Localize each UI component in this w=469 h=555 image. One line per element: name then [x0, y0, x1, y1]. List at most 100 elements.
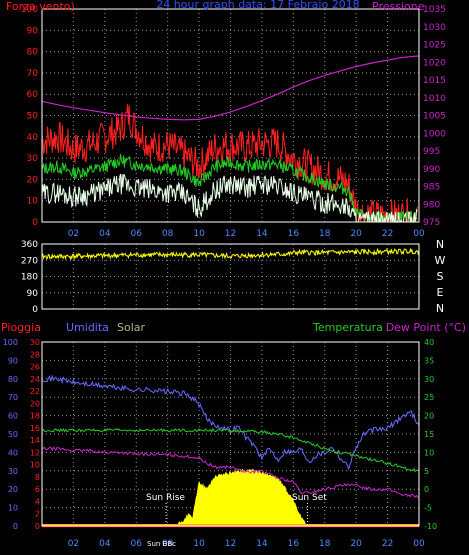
hour-tick-label: 12 — [225, 229, 236, 239]
wind-tick-label: 70 — [27, 69, 39, 79]
wind-tick-label: 80 — [27, 48, 39, 58]
wind-tick-label: 0 — [32, 218, 38, 228]
pressure-tick-label: 1020 — [423, 58, 446, 68]
pressure-tick-label: 985 — [423, 183, 440, 193]
hour-tick-label: 20 — [350, 229, 362, 239]
temperature-tick-label: 35 — [424, 356, 434, 365]
hour-tick-label: 00 — [413, 539, 425, 549]
humidity-tick-label: 90 — [8, 356, 18, 365]
temperature-tick-label: 15 — [424, 430, 434, 439]
wind-tick-label: 10 — [27, 197, 39, 207]
hour-tick-label: 04 — [99, 539, 111, 549]
temperature-tick-label: -10 — [424, 522, 437, 531]
temperature-tick-label: -5 — [424, 504, 432, 513]
solar-area — [166, 468, 308, 527]
hour-tick-label: 02 — [68, 229, 79, 239]
wind-tick-label: 90 — [27, 26, 39, 36]
humidity-tick-label: 80 — [8, 375, 18, 384]
direction-tick-label: 90 — [27, 289, 39, 299]
compass-point-label: N — [436, 238, 444, 251]
wind-average-line — [41, 153, 418, 224]
rain-tick-label: 20 — [30, 399, 40, 408]
pressure-tick-label: 1015 — [423, 76, 446, 86]
temperature-tick-label: 0 — [424, 485, 429, 494]
compass-point-label: N — [436, 302, 444, 315]
hour-tick-label: 08 — [162, 229, 174, 239]
pressure-tick-label: 1030 — [423, 23, 446, 33]
direction-tick-label: 180 — [21, 273, 38, 283]
hour-tick-label: 14 — [256, 229, 268, 239]
pressure-tick-label: 1010 — [423, 94, 446, 104]
hour-tick-label: 14 — [256, 539, 268, 549]
pressure-tick-label: 1025 — [423, 41, 446, 51]
pressure-axis-label: Pressione — [372, 0, 425, 13]
humidity-axis-label: Umidita — [66, 321, 109, 334]
hour-tick-label: 02 — [68, 539, 79, 549]
hour-tick-label: 12 — [225, 539, 236, 549]
humidity-tick-label: 20 — [8, 485, 18, 494]
humidity-tick-label: 40 — [8, 448, 18, 457]
rain-tick-label: 30 — [30, 338, 40, 347]
direction-panel-frame — [41, 243, 420, 310]
temperature-tick-label: 25 — [424, 393, 434, 402]
hour-tick-label: 18 — [319, 539, 331, 549]
humidity-tick-label: 30 — [8, 467, 18, 476]
rain-tick-label: 12 — [30, 448, 40, 457]
rain-tick-label: 14 — [30, 436, 40, 445]
rain-axis-label: Pioggia — [1, 321, 41, 334]
pressure-tick-label: 975 — [423, 218, 440, 228]
humidity-tick-label: 0 — [13, 522, 18, 531]
wind-tick-label: 60 — [27, 90, 39, 100]
hour-tick-label: 06 — [131, 539, 143, 549]
hour-tick-label: 16 — [288, 229, 300, 239]
direction-tick-label: 0 — [32, 305, 38, 315]
rain-tick-label: 16 — [30, 424, 40, 433]
temperature-line — [41, 427, 420, 473]
rain-tick-label: 18 — [30, 412, 40, 421]
compass-point-label: W — [435, 254, 446, 267]
humidity-tick-label: 100 — [3, 338, 18, 347]
hour-tick-label: 16 — [288, 539, 300, 549]
sun-rise-annotation: Sun Rise — [146, 493, 185, 503]
temperature-panel-frame — [41, 341, 420, 527]
temperature-tick-label: 5 — [424, 467, 429, 476]
sun-set-annotation: Sun Set — [292, 493, 327, 503]
direction-tick-label: 360 — [21, 240, 38, 250]
temperature-tick-label: 40 — [424, 338, 434, 347]
wind-speed-line — [41, 173, 418, 224]
hour-tick-label: 04 — [99, 229, 111, 239]
rain-tick-label: 8 — [35, 473, 40, 482]
rain-tick-label: 28 — [30, 350, 40, 359]
dew-point-line — [41, 446, 420, 498]
hour-tick-label: 22 — [382, 539, 393, 549]
temperature-axis-label: Temperatura — [312, 321, 383, 334]
humidity-tick-label: 60 — [8, 412, 18, 421]
hour-tick-label: 18 — [319, 229, 331, 239]
temperature-tick-label: 30 — [424, 375, 434, 384]
hour-tick-label: 00 — [413, 229, 425, 239]
hour-tick-label: 08 — [162, 539, 174, 549]
humidity-tick-label: 10 — [8, 504, 18, 513]
compass-point-label: E — [437, 286, 444, 299]
rain-tick-label: 24 — [30, 375, 40, 384]
pressure-tick-label: 980 — [423, 200, 440, 210]
wind-tick-label: 30 — [27, 154, 39, 164]
solar-axis-label: Solar — [117, 321, 146, 334]
rain-tick-label: 0 — [35, 522, 40, 531]
wind-tick-label: 50 — [27, 112, 39, 122]
sun-bbc-annotation: Sun BBc — [147, 540, 176, 548]
pressure-tick-label: 1035 — [423, 5, 446, 15]
wind-tick-label: 40 — [27, 133, 39, 143]
rain-tick-label: 2 — [35, 510, 40, 519]
humidity-line — [41, 374, 420, 471]
temperature-tick-label: 10 — [424, 448, 434, 457]
wind-axis-label: Forza vento) — [6, 0, 75, 13]
rain-tick-label: 22 — [30, 387, 40, 396]
wind-direction-line — [41, 247, 420, 261]
hour-tick-label: 22 — [382, 229, 393, 239]
